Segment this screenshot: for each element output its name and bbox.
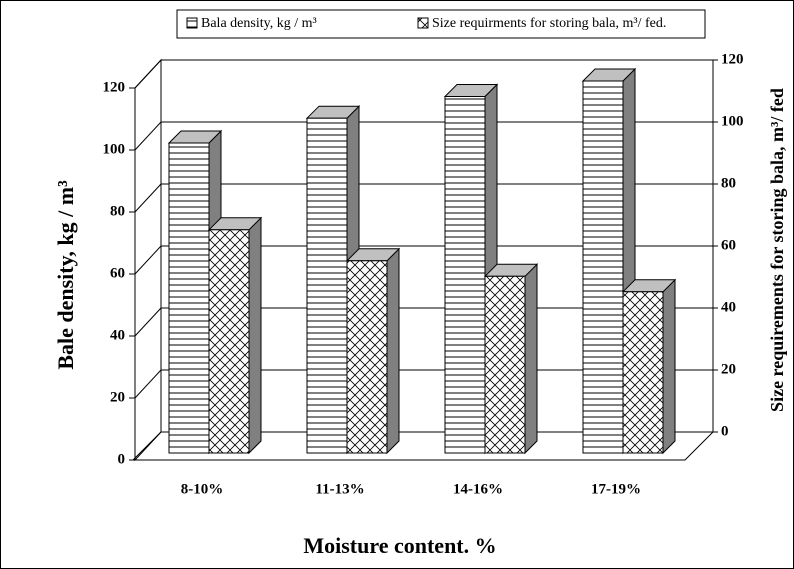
y-tick-label: 0 — [118, 451, 126, 467]
x-tick-label: 17-19% — [591, 481, 641, 497]
grid-line — [134, 307, 162, 337]
x-tick-label: 11-13% — [315, 481, 364, 497]
grid-line — [134, 59, 162, 89]
y-tick-label: 100 — [103, 141, 126, 157]
grid-line — [134, 121, 162, 151]
bar — [444, 96, 486, 454]
y2-axis-title: Size requirements for storing bala, m³/ … — [767, 88, 787, 412]
bar — [484, 275, 526, 454]
bar — [582, 80, 624, 454]
y2-tick-label: 80 — [721, 175, 736, 191]
y-tick-label: 80 — [110, 203, 125, 219]
bar — [168, 142, 210, 454]
y-tick-label: 20 — [110, 389, 125, 405]
y2-tick-label: 100 — [721, 113, 744, 129]
y-tick-label: 120 — [103, 79, 126, 95]
y2-tick-label: 0 — [721, 423, 729, 439]
bar-side — [248, 216, 262, 455]
bar — [622, 291, 664, 454]
y2-tick-label: 120 — [721, 51, 744, 67]
grid-line — [134, 431, 162, 461]
bar-side — [662, 278, 676, 455]
bar — [346, 260, 388, 454]
legend-box — [176, 9, 706, 39]
x-axis-title: Moisture content. % — [303, 533, 496, 558]
x-tick-label: 14-16% — [453, 481, 503, 497]
bar — [208, 229, 250, 454]
bar — [306, 117, 348, 454]
legend-label: Bala density, kg / m³ — [201, 16, 317, 31]
legend-swatch — [186, 17, 198, 29]
legend-swatch — [417, 17, 429, 29]
y2-tick-label: 60 — [721, 237, 736, 253]
legend-label: Size requirments for storing bala, m³/ f… — [432, 16, 666, 31]
grid-line — [134, 369, 162, 399]
y-tick-label: 40 — [110, 327, 125, 343]
y-tick-label: 60 — [110, 265, 125, 281]
bar-side — [524, 263, 538, 455]
bar-side — [386, 247, 400, 455]
y-axis-title: Bale density, kg / m³ — [53, 180, 78, 370]
x-tick-label: 8-10% — [181, 481, 224, 497]
y2-tick-label: 40 — [721, 299, 736, 315]
y2-tick-label: 20 — [721, 361, 736, 377]
grid-line — [134, 183, 162, 213]
grid-line — [134, 245, 162, 275]
